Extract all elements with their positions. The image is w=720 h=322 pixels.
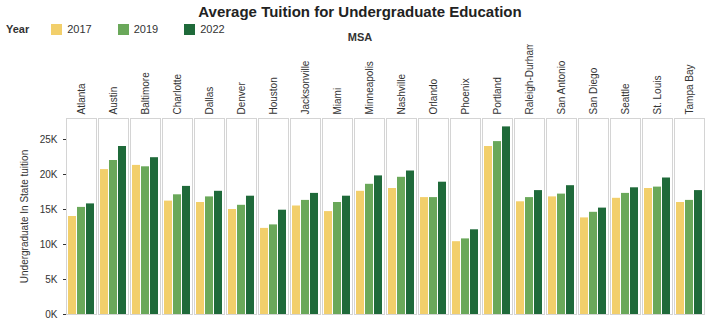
svg-text:10K: 10K: [40, 239, 58, 250]
svg-text:Dallas: Dallas: [204, 87, 215, 115]
svg-text:Baltimore: Baltimore: [140, 72, 151, 115]
html-text:2019: 2019: [133, 23, 159, 35]
svg-text:Phoenix: Phoenix: [460, 78, 471, 114]
svg-text:Orlando: Orlando: [428, 78, 439, 114]
svg-text:Nashville: Nashville: [396, 73, 407, 114]
svg-text:Tampa Bay: Tampa Bay: [684, 64, 695, 114]
svg-text:Denver: Denver: [236, 82, 247, 115]
html-text:2022: 2022: [200, 23, 225, 35]
svg-text:Charlotte: Charlotte: [172, 73, 183, 114]
svg-text:Jacksonville: Jacksonville: [300, 60, 311, 114]
svg-text:15K: 15K: [40, 204, 58, 215]
svg-text:Portland: Portland: [492, 77, 503, 114]
html-text:Year: Year: [6, 23, 30, 35]
svg-text:Miami: Miami: [332, 88, 343, 115]
svg-text:Minneapolis: Minneapolis: [364, 61, 375, 114]
svg-text:5K: 5K: [45, 274, 58, 285]
svg-text:0K: 0K: [45, 309, 58, 320]
svg-text:20K: 20K: [40, 169, 58, 180]
svg-text:Austin: Austin: [108, 87, 119, 115]
svg-text:25K: 25K: [40, 134, 58, 145]
svg-text:Atlanta: Atlanta: [76, 83, 87, 115]
svg-text:San Diego: San Diego: [588, 67, 599, 114]
svg-text:St. Louis: St. Louis: [652, 76, 663, 115]
html-text:MSA: MSA: [347, 31, 373, 43]
svg-text:Undergraduate In State tuition: Undergraduate In State tuition: [19, 150, 30, 283]
svg-text:Raleigh-Durham: Raleigh-Durham: [524, 44, 535, 115]
html-text:2017: 2017: [67, 23, 92, 35]
svg-text:Houston: Houston: [268, 77, 279, 114]
svg-text:Seattle: Seattle: [620, 83, 631, 115]
html-text:Average Tuition for Undergradu: Average Tuition for Undergraduate Educat…: [198, 3, 522, 20]
svg-text:San Antonio: San Antonio: [556, 60, 567, 114]
